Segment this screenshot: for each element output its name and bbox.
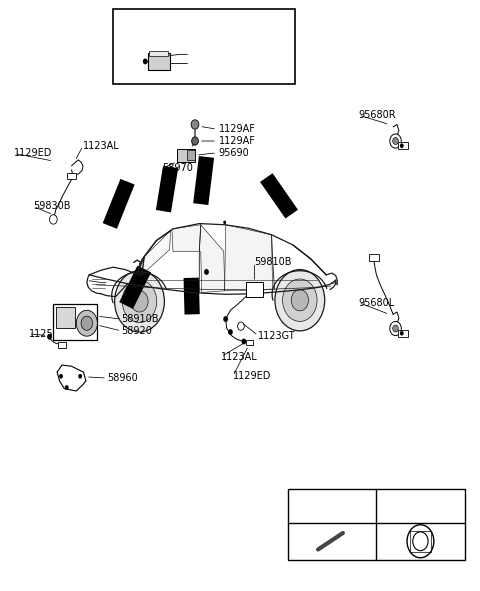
Circle shape bbox=[400, 144, 404, 148]
Text: 1129AF: 1129AF bbox=[218, 124, 255, 134]
Circle shape bbox=[407, 525, 434, 558]
Bar bbox=[58, 342, 66, 348]
Circle shape bbox=[413, 532, 428, 551]
Text: 1123AL: 1123AL bbox=[83, 141, 120, 151]
Text: (14MY): (14MY) bbox=[122, 15, 156, 25]
Circle shape bbox=[275, 269, 324, 331]
Circle shape bbox=[223, 220, 226, 224]
Text: 58960: 58960 bbox=[107, 373, 138, 383]
Circle shape bbox=[76, 310, 97, 336]
Circle shape bbox=[223, 316, 228, 322]
Text: 1125DL: 1125DL bbox=[28, 329, 66, 339]
Bar bbox=[53, 304, 97, 340]
Circle shape bbox=[115, 271, 164, 332]
Text: 58970: 58970 bbox=[162, 163, 193, 173]
Text: 1339CC: 1339CC bbox=[401, 501, 439, 511]
Circle shape bbox=[393, 325, 398, 332]
Circle shape bbox=[143, 59, 148, 64]
Bar bbox=[148, 53, 169, 70]
Circle shape bbox=[59, 374, 63, 379]
Circle shape bbox=[400, 331, 404, 336]
Text: 95690: 95690 bbox=[188, 57, 219, 67]
Circle shape bbox=[131, 291, 148, 312]
Circle shape bbox=[204, 269, 209, 275]
Circle shape bbox=[390, 134, 401, 148]
Text: 59830B: 59830B bbox=[33, 202, 71, 212]
Bar bbox=[56, 307, 75, 328]
Circle shape bbox=[78, 374, 82, 379]
Bar bbox=[288, 489, 465, 560]
Bar bbox=[246, 282, 263, 297]
Circle shape bbox=[241, 339, 246, 345]
Polygon shape bbox=[201, 225, 225, 293]
Circle shape bbox=[47, 334, 52, 340]
Circle shape bbox=[283, 279, 317, 322]
Text: 58970: 58970 bbox=[188, 50, 219, 59]
Bar bbox=[67, 173, 76, 178]
Bar bbox=[187, 151, 195, 160]
Circle shape bbox=[65, 385, 69, 390]
Polygon shape bbox=[142, 230, 170, 275]
Text: 1123GT: 1123GT bbox=[258, 330, 296, 340]
Bar bbox=[410, 531, 431, 551]
Text: 1129ED: 1129ED bbox=[233, 371, 271, 381]
Text: 58920: 58920 bbox=[121, 326, 152, 336]
Circle shape bbox=[122, 280, 157, 323]
Text: 95690: 95690 bbox=[218, 148, 249, 158]
Text: 1129AF: 1129AF bbox=[218, 136, 255, 146]
Circle shape bbox=[192, 137, 198, 145]
Polygon shape bbox=[172, 225, 201, 251]
Bar bbox=[149, 51, 168, 56]
Text: 95680L: 95680L bbox=[359, 298, 395, 307]
Bar bbox=[369, 254, 379, 261]
Bar bbox=[246, 340, 253, 345]
Circle shape bbox=[291, 290, 309, 311]
Circle shape bbox=[228, 329, 233, 335]
Text: 1130DB: 1130DB bbox=[313, 501, 352, 511]
Circle shape bbox=[238, 322, 244, 330]
Circle shape bbox=[49, 215, 57, 224]
Bar bbox=[398, 142, 408, 150]
Circle shape bbox=[393, 138, 398, 145]
Text: 58910B: 58910B bbox=[121, 314, 159, 324]
Text: 1129ED: 1129ED bbox=[14, 148, 52, 158]
Bar bbox=[113, 9, 295, 85]
Polygon shape bbox=[225, 225, 273, 291]
Text: 59810B: 59810B bbox=[254, 258, 292, 268]
Circle shape bbox=[81, 316, 93, 330]
Text: 1123AL: 1123AL bbox=[221, 352, 258, 362]
Circle shape bbox=[191, 120, 199, 129]
Bar bbox=[177, 149, 195, 162]
Bar bbox=[398, 330, 408, 337]
Text: 95680R: 95680R bbox=[359, 110, 396, 120]
Circle shape bbox=[390, 322, 401, 336]
